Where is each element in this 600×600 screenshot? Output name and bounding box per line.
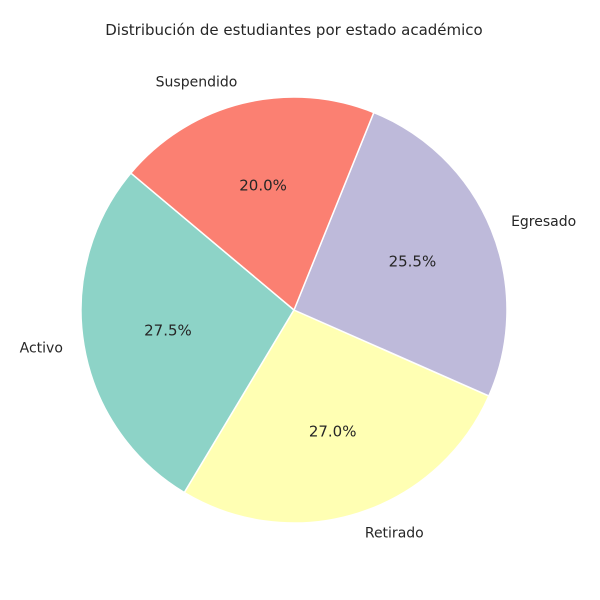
pie-percentages: 27.5% 27.0% 25.5% 20.0% — [144, 176, 436, 440]
pie-slice-retirado — [183, 309, 490, 524]
pie-slice-activo — [80, 172, 295, 494]
pie-pct-activo: 27.5% — [144, 322, 192, 340]
pie-label-suspendido: Suspendido — [156, 75, 238, 91]
pie-slice-egresado — [293, 111, 508, 397]
chart-title: Distribución de estudiantes por estado a… — [105, 21, 482, 39]
pie-slice-suspendido — [129, 96, 375, 312]
pie-pct-retirado: 27.0% — [309, 422, 357, 440]
pie-pct-egresado: 25.5% — [389, 252, 437, 270]
pie-label-egresado: Egresado — [511, 214, 576, 230]
pie-pct-suspendido: 20.0% — [239, 176, 287, 194]
pie-label-retirado: Retirado — [365, 525, 424, 541]
pie-labels: Activo Retirado Egresado Suspendido — [20, 75, 577, 542]
pie-slices — [80, 96, 508, 524]
pie-label-activo: Activo — [20, 341, 63, 357]
